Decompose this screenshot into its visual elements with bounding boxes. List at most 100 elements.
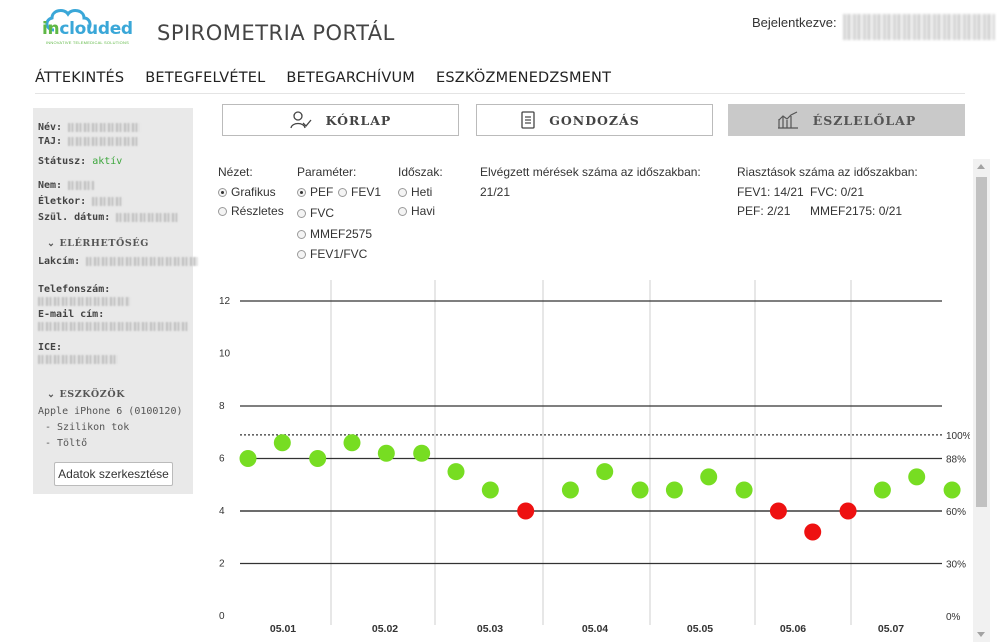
redacted-value	[92, 196, 123, 206]
patient-birth-row: Szül. dátum:	[38, 212, 179, 223]
patient-gender-row: Nem:	[38, 180, 95, 191]
data-point	[481, 481, 499, 499]
alert-pef: PEF: 2/21	[737, 204, 791, 218]
patient-ice-row: ICE:	[38, 342, 63, 353]
patient-name-row: Név:	[38, 122, 141, 133]
scroll-up-icon[interactable]	[977, 164, 985, 169]
y-tick-label: 12	[219, 296, 231, 307]
data-point	[273, 434, 291, 452]
patient-email-value	[38, 321, 188, 332]
x-tick-label: 05.02	[372, 623, 398, 635]
patient-phone-value	[38, 296, 130, 307]
redacted-value	[86, 256, 199, 266]
param-option-fev1[interactable]: FEV1	[338, 185, 381, 199]
radio-icon	[398, 206, 407, 216]
patient-age-row: Életkor:	[38, 196, 123, 207]
data-point	[239, 450, 257, 467]
device-name: Apple iPhone 6 (0100120)	[38, 406, 183, 417]
patient-address-row: Lakcím:	[38, 256, 199, 267]
view-option-detailed[interactable]: Részletes	[218, 204, 284, 218]
alert-mmef: MMEF2175: 0/21	[810, 204, 903, 218]
status-badge: aktív	[92, 156, 123, 167]
x-tick-label: 05.06	[780, 623, 806, 635]
view-option-graphic[interactable]: Grafikus	[218, 185, 276, 199]
radio-icon	[398, 187, 407, 197]
period-label: Időszak:	[398, 165, 443, 179]
redacted-value	[68, 180, 95, 190]
data-point	[700, 468, 718, 486]
radio-icon	[297, 208, 306, 218]
tab-label: KÓRLAP	[325, 112, 392, 128]
patient-phone-row: Telefonszám:	[38, 284, 111, 295]
y-tick-label: 4	[219, 506, 225, 517]
scroll-down-icon[interactable]	[977, 632, 985, 637]
data-point	[377, 444, 395, 462]
logo-wordmark: inclouded	[42, 19, 133, 39]
redacted-value	[38, 296, 130, 306]
alert-fev1: FEV1: 14/21	[737, 185, 804, 199]
patient-email-row: E-mail cím:	[38, 309, 105, 320]
tab-eszlelolap[interactable]: ÉSZLELŐLAP	[728, 104, 965, 136]
param-option-fev1-fvc[interactable]: FEV1/FVC	[297, 247, 367, 261]
tab-gondozas[interactable]: GONDOZÁS	[476, 104, 713, 136]
reference-label: 60%	[946, 507, 966, 518]
param-option-fvc[interactable]: FVC	[297, 206, 334, 220]
alert-fvc: FVC: 0/21	[810, 185, 865, 199]
x-tick-label: 05.04	[582, 623, 608, 635]
nav-divider	[35, 93, 965, 94]
reference-label: 100%	[946, 431, 970, 442]
nav-patient-intake[interactable]: BETEGFELVÉTEL	[145, 70, 266, 86]
period-option-weekly[interactable]: Heti	[398, 185, 432, 199]
redacted-value	[38, 321, 188, 331]
cloud-logo-icon	[45, 9, 92, 32]
document-icon	[521, 111, 535, 129]
person-check-icon	[289, 111, 312, 129]
period-option-monthly[interactable]: Havi	[398, 204, 435, 218]
contact-section-toggle[interactable]: ⌄ ELÉRHETŐSÉG	[47, 238, 149, 249]
data-point	[343, 434, 361, 452]
reference-label: 88%	[946, 455, 966, 466]
data-point	[665, 481, 683, 499]
data-point	[908, 468, 926, 486]
logo-tagline: INNOVATIVE TELEMEDICAL SOLUTIONS	[46, 40, 129, 45]
y-tick-label: 2	[219, 559, 225, 570]
radio-icon	[218, 206, 227, 216]
param-option-mmef2575[interactable]: MMEF2575	[297, 227, 372, 241]
y-tick-label: 10	[219, 349, 231, 360]
measurements-count-label: Elvégzett mérések száma az időszakban:	[480, 165, 701, 179]
x-tick-label: 05.01	[270, 623, 296, 635]
radio-icon	[297, 249, 306, 259]
scroll-thumb[interactable]	[976, 177, 987, 507]
devices-section-toggle[interactable]: ⌄ ESZKÖZÖK	[47, 389, 126, 400]
patient-status-row: Státusz: aktív	[38, 156, 123, 167]
incloud-logo[interactable]: inclouded INNOVATIVE TELEMEDICAL SOLUTIO…	[40, 6, 145, 48]
data-point	[309, 450, 327, 467]
x-tick-label: 05.07	[878, 623, 904, 635]
device-accessory: - Töltő	[45, 438, 88, 449]
nav-overview[interactable]: ÁTTEKINTÉS	[35, 70, 125, 86]
measurements-count-value: 21/21	[480, 185, 511, 199]
param-option-pef[interactable]: PEF	[297, 185, 333, 199]
data-point	[631, 481, 649, 499]
logged-in-user-redacted	[843, 14, 995, 40]
radio-selected-icon	[218, 187, 227, 197]
chart-icon	[777, 111, 798, 129]
data-point	[943, 481, 961, 499]
data-point	[873, 481, 891, 499]
data-point	[596, 463, 614, 481]
view-label: Nézet:	[218, 165, 253, 179]
redacted-value	[68, 136, 139, 146]
page-scrollbar[interactable]	[973, 159, 990, 642]
nav-patient-archive[interactable]: BETEGARCHÍVUM	[286, 70, 416, 86]
data-point	[735, 481, 753, 499]
redacted-value	[38, 354, 118, 364]
nav-device-management[interactable]: ESZKÖZMENEDZSMENT	[436, 70, 612, 86]
alerts-count-label: Riasztások száma az időszakban:	[737, 165, 918, 179]
x-tick-label: 05.05	[687, 623, 713, 635]
radio-selected-icon	[297, 187, 306, 197]
device-accessory: - Szilikon tok	[45, 422, 130, 433]
edit-data-button[interactable]: Adatok szerkesztése	[54, 462, 173, 486]
tab-korlap[interactable]: KÓRLAP	[222, 104, 459, 136]
x-tick-label: 05.03	[477, 623, 503, 635]
alert-data-point	[804, 523, 822, 541]
